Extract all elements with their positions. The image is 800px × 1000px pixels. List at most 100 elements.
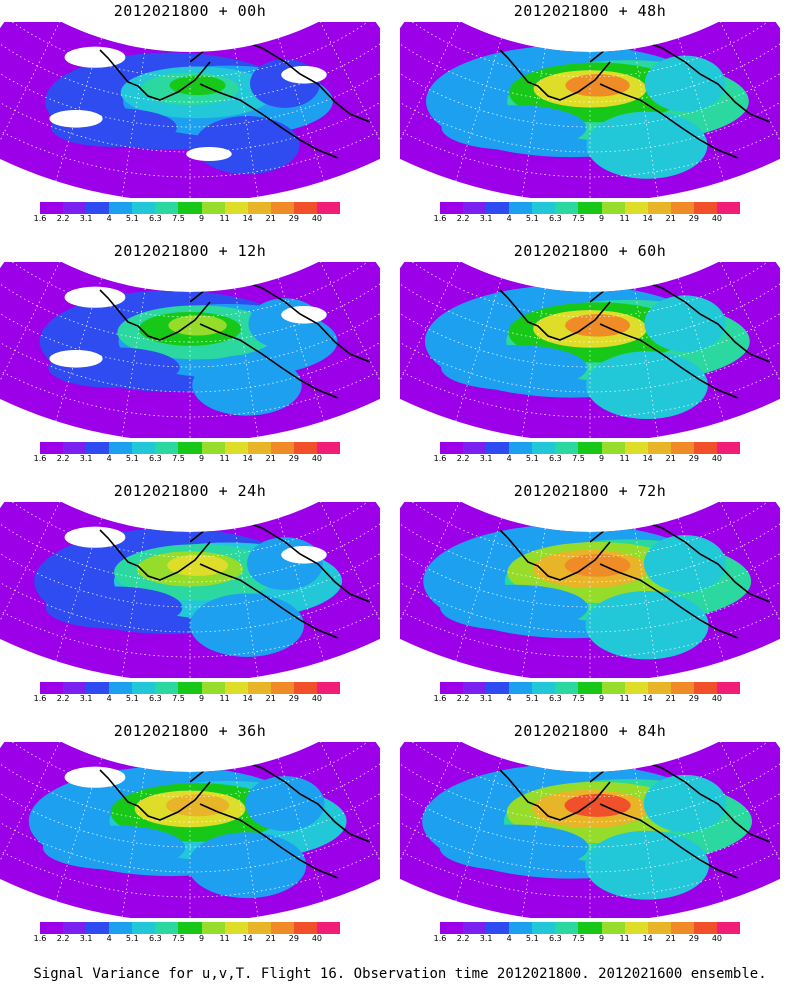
colorbar-swatch bbox=[201, 922, 225, 934]
colorbar-tick-label: 11 bbox=[619, 934, 630, 943]
forecast-map bbox=[400, 262, 780, 438]
colorbar-tick-label: 11 bbox=[619, 694, 630, 703]
forecast-map bbox=[0, 742, 380, 918]
colorbar-swatch bbox=[440, 682, 464, 694]
variance-contour bbox=[248, 298, 322, 349]
colorbar-swatch bbox=[509, 682, 533, 694]
colorbar-swatch bbox=[178, 202, 202, 214]
colorbar-swatch bbox=[224, 202, 248, 214]
colorbar-swatch bbox=[316, 202, 341, 214]
colorbar-tick-label: 11 bbox=[619, 214, 630, 223]
colorbar-tick-label: 7.5 bbox=[572, 454, 585, 463]
colorbar-swatch bbox=[647, 682, 671, 694]
colorbar-swatch bbox=[201, 202, 225, 214]
colorbar-swatch bbox=[40, 442, 64, 454]
colorbar-swatch bbox=[624, 202, 648, 214]
graticule-parallel bbox=[0, 339, 380, 418]
colorbar-swatch bbox=[601, 922, 625, 934]
colorbar-swatch bbox=[86, 922, 110, 934]
colorbar-tick-label: 7.5 bbox=[172, 934, 185, 943]
colorbar-tick-label: 3.1 bbox=[79, 934, 93, 943]
map-panel-24h: 2012021800 + 24h 1.6 2.2 3.1 4 5.1 6.3 7.5 9 11 14… bbox=[0, 480, 380, 716]
colorbar-tick-label: 7.5 bbox=[172, 694, 185, 703]
colorbar-swatch bbox=[486, 682, 510, 694]
colorbar-tick-label: 29 bbox=[288, 934, 299, 943]
colorbar-swatch bbox=[316, 922, 341, 934]
colorbar-tick-label: 7.5 bbox=[172, 454, 185, 463]
colorbar-swatch bbox=[555, 922, 579, 934]
colorbar-tick-label: 5.1 bbox=[125, 214, 139, 223]
colorbar-tick-label: 5.1 bbox=[525, 214, 539, 223]
colorbar-tick-label: 11 bbox=[219, 454, 230, 463]
colorbar-swatch bbox=[178, 922, 202, 934]
colorbar-swatch bbox=[178, 682, 202, 694]
variance-contour bbox=[584, 830, 710, 900]
panel-title: 2012021800 + 84h bbox=[513, 722, 667, 740]
colorbar-tick-label: 4 bbox=[506, 214, 512, 223]
colorbar-swatch bbox=[555, 442, 579, 454]
colorbar-swatch bbox=[40, 202, 64, 214]
colorbar-tick-label: 6.3 bbox=[149, 214, 162, 223]
graticule-parallel bbox=[6, 502, 374, 558]
colorbar-tick-label: 6.3 bbox=[549, 694, 562, 703]
colorbar-swatch bbox=[532, 922, 556, 934]
colorbar-swatch bbox=[463, 442, 487, 454]
colorbar-tick-label: 21 bbox=[665, 454, 676, 463]
colorbar-swatch bbox=[247, 202, 271, 214]
graticule-parallel bbox=[0, 298, 380, 368]
colorbar-swatch bbox=[647, 922, 671, 934]
colorbar-swatch bbox=[486, 922, 510, 934]
panel-title: 2012021800 + 72h bbox=[513, 482, 667, 500]
colorbar-swatch bbox=[440, 442, 464, 454]
colorbar-swatch bbox=[63, 442, 87, 454]
colorbar-swatch bbox=[132, 442, 156, 454]
colorbar bbox=[40, 202, 341, 214]
colorbar-swatch bbox=[532, 202, 556, 214]
colorbar-tick-label: 1.6 bbox=[33, 454, 47, 463]
colorbar-ticks: 1.6 2.2 3.1 4 5.1 6.3 7.5 9 11 14 21 29 40 bbox=[434, 934, 740, 946]
colorbar-swatch bbox=[224, 442, 248, 454]
colorbar-swatch bbox=[463, 922, 487, 934]
forecast-map bbox=[400, 502, 780, 678]
colorbar-tick-label: 3.1 bbox=[479, 934, 493, 943]
colorbar-swatch bbox=[247, 682, 271, 694]
graticule-parallel bbox=[400, 538, 780, 608]
colorbar-tick-label: 21 bbox=[265, 694, 276, 703]
colorbar-ticks: 1.6 2.2 3.1 4 5.1 6.3 7.5 9 11 14 21 29 40 bbox=[34, 454, 340, 466]
graticule-parallel bbox=[406, 742, 774, 798]
colorbar-tick-label: 21 bbox=[265, 454, 276, 463]
colorbar-tick-label: 9 bbox=[598, 214, 605, 223]
colorbar bbox=[40, 922, 341, 934]
graticule-parallel bbox=[406, 22, 774, 78]
forecast-map bbox=[0, 502, 380, 678]
graticule-parallel bbox=[400, 518, 780, 583]
colorbar-swatch bbox=[63, 202, 87, 214]
colorbar-tick-label: 14 bbox=[642, 934, 653, 943]
colorbar-tick-label: 6.3 bbox=[549, 934, 562, 943]
missing-data-region bbox=[64, 526, 126, 548]
variance-contour bbox=[643, 535, 727, 593]
colorbar-swatch bbox=[716, 682, 741, 694]
colorbar-swatch bbox=[132, 202, 156, 214]
colorbar-tick-label: 40 bbox=[711, 934, 723, 943]
variance-contour bbox=[441, 105, 587, 150]
colorbar-tick-label: 2.2 bbox=[456, 934, 470, 943]
graticule-parallel bbox=[406, 502, 774, 558]
colorbar-swatch bbox=[155, 442, 179, 454]
colorbar-tick-label: 11 bbox=[619, 454, 630, 463]
variance-contour bbox=[168, 315, 227, 336]
figure-caption: Signal Variance for u,v,T. Flight 16. Ob… bbox=[33, 966, 767, 982]
colorbar-tick-label: 21 bbox=[265, 934, 276, 943]
graticule-parallel bbox=[400, 339, 780, 418]
colorbar-swatch bbox=[509, 922, 533, 934]
colorbar-tick-label: 6.3 bbox=[149, 694, 162, 703]
colorbar-swatch bbox=[63, 682, 87, 694]
colorbar-tick-label: 2.2 bbox=[456, 454, 470, 463]
colorbar-tick-label: 40 bbox=[711, 454, 723, 463]
colorbar-tick-label: 5.1 bbox=[525, 694, 539, 703]
map-panel-84h: 2012021800 + 84h 1.6 2.2 3.1 4 5.1 6.3 7.5 9 11 14… bbox=[400, 720, 780, 956]
colorbar-swatch bbox=[155, 202, 179, 214]
colorbar-tick-label: 4 bbox=[106, 694, 112, 703]
map-panel-36h: 2012021800 + 36h 1.6 2.2 3.1 4 5.1 6.3 7.5 9 11 14… bbox=[0, 720, 380, 956]
graticule-parallel bbox=[0, 538, 380, 608]
